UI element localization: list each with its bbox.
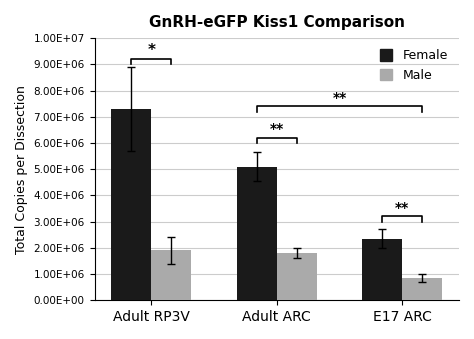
Bar [277, 253, 317, 300]
Bar [237, 166, 277, 300]
Bar [111, 109, 151, 300]
Legend: Female, Male: Female, Male [375, 44, 453, 86]
Title: GnRH-eGFP Kiss1 Comparison: GnRH-eGFP Kiss1 Comparison [149, 15, 405, 30]
Text: **: ** [270, 122, 284, 136]
Text: *: * [147, 43, 155, 58]
Y-axis label: Total Copies per Dissection: Total Copies per Dissection [15, 85, 28, 254]
Bar [362, 239, 402, 300]
Text: **: ** [332, 91, 346, 105]
Bar [402, 278, 442, 300]
Bar [151, 251, 191, 300]
Text: **: ** [395, 201, 410, 215]
